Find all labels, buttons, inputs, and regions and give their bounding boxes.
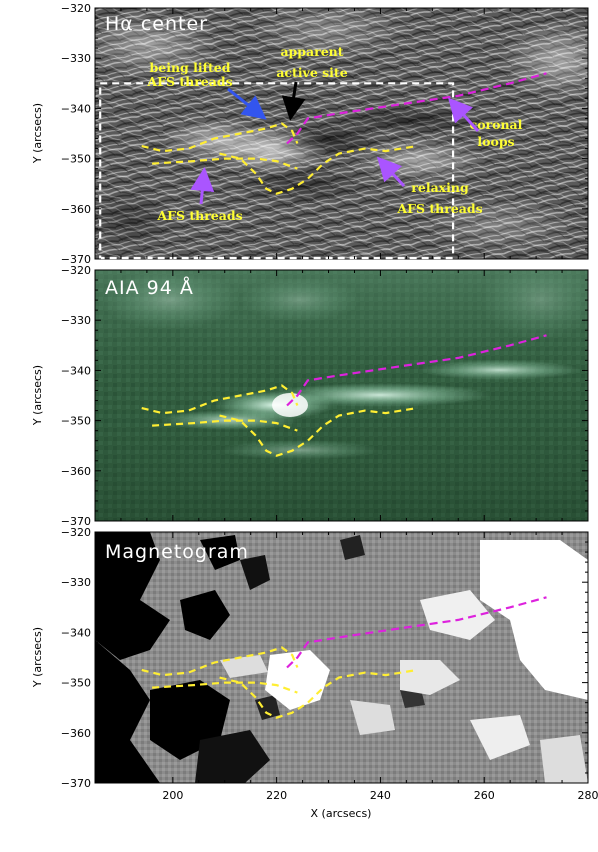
panel-title-magnetogram: Magnetogram (105, 541, 249, 563)
ytick-label: −340 (61, 626, 91, 639)
ytick-label: −340 (61, 364, 91, 377)
ytick-label: −330 (61, 52, 91, 65)
xtick-label: 280 (578, 789, 598, 802)
ytick-label: −350 (61, 153, 91, 166)
filament-thread-2 (152, 681, 298, 694)
filament-thread-2 (152, 157, 298, 170)
magnetogram-overlays (141, 596, 547, 719)
ticks-aia94: −320 −330 −340 −350 −360 −370 (61, 264, 589, 528)
xtick-label: 220 (266, 789, 287, 802)
annotation-coronal-line2: loops (477, 134, 514, 149)
xtick-label: 260 (474, 789, 495, 802)
annotation-being-lifted: being lifted AFS threads (146, 60, 267, 120)
ytick-label: −350 (61, 677, 91, 690)
filament-thread-1 (141, 646, 299, 677)
ticks-magnetogram: −320 −330 −340 −350 −360 −370 (61, 526, 589, 790)
ytick-label: −370 (61, 253, 91, 266)
ytick-label: −370 (61, 515, 91, 528)
ytick-label: −350 (61, 415, 91, 428)
ytick-label: −360 (61, 465, 91, 478)
filament-thread-2 (152, 419, 298, 432)
annotation-afs-threads: AFS threads (156, 167, 243, 223)
aia94-frame (94, 269, 589, 522)
aia94-overlays (141, 334, 547, 457)
annotation-being-lifted-line2: AFS threads (146, 74, 232, 89)
ytick-label: −340 (61, 102, 91, 115)
purple-arrow-relaxing (376, 156, 406, 188)
ytick-label: −330 (61, 314, 91, 327)
purple-arrow-coronal (447, 97, 480, 133)
annotation-apparent-line1: apparent (280, 44, 343, 59)
annotation-afs-line1: AFS threads (156, 208, 242, 223)
panel-halpha: Hα center being lifted AFS threads appar… (31, 2, 589, 266)
ytick-label: −330 (61, 576, 91, 589)
panel-aia94: AIA 94 Å Y (arcsecs) −320 −330 −340 −350 −36… (31, 264, 589, 528)
ylabel-aia94: Y (arcsecs) (31, 365, 44, 426)
magnetogram-image (95, 532, 588, 783)
ytick-label: −320 (61, 2, 91, 15)
ytick-label: −320 (61, 264, 91, 277)
filament-thread-1 (141, 122, 299, 153)
ylabel-magnetogram: Y (arcsecs) (31, 627, 44, 688)
annotation-relaxing-line1: relaxing (411, 180, 469, 195)
annotation-coronal-loops: coronal loops (447, 97, 523, 149)
xtick-labels: 200 220 240 260 280 (162, 789, 598, 802)
filament-thread-3 (219, 145, 417, 195)
aia94-image (95, 270, 588, 521)
panel-title-halpha: Hα center (105, 13, 208, 35)
annotation-being-lifted-line1: being lifted (150, 60, 231, 75)
annotation-apparent-line2: active site (276, 65, 347, 80)
panel-title-aia94: AIA 94 Å (105, 276, 194, 299)
filament-thread-1 (141, 384, 299, 415)
filament-thread-3 (219, 407, 417, 457)
coronal-loop-line (286, 334, 547, 407)
xlabel: X (arcsecs) (311, 807, 372, 820)
annotation-relaxing: relaxing AFS threads (376, 156, 483, 216)
purple-arrow-afs (190, 167, 215, 205)
coronal-loop-line (286, 72, 547, 145)
halpha-overlays (141, 72, 547, 195)
black-arrow (281, 81, 306, 121)
ytick-label: −360 (61, 203, 91, 216)
ytick-label: −360 (61, 727, 91, 740)
coronal-loop-line (286, 596, 547, 669)
magnetogram-frame (94, 531, 589, 784)
xtick-label: 240 (370, 789, 391, 802)
annotation-relaxing-line2: AFS threads (396, 201, 482, 216)
annotation-coronal-line1: coronal (470, 117, 523, 132)
filament-thread-3 (219, 668, 417, 719)
xtick-label: 200 (162, 789, 183, 802)
panel-magnetogram: Magnetogram Y (arcsecs) −320 −330 −340 −350… (31, 526, 598, 820)
ylabel-halpha: Y (arcsecs) (31, 103, 44, 164)
dashed-box (99, 82, 455, 260)
ytick-label: −320 (61, 526, 91, 539)
ticks-halpha: −320 −330 −340 −350 −360 −370 (61, 2, 589, 266)
blue-arrow (227, 87, 267, 120)
ytick-label: −370 (61, 777, 91, 790)
annotation-apparent-active-site: apparent active site (276, 44, 348, 121)
halpha-image (95, 8, 588, 259)
dashed-box-outline (99, 82, 455, 260)
